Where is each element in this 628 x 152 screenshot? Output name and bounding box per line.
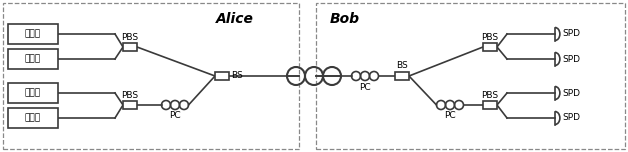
Text: 激光器: 激光器 <box>25 29 41 38</box>
Text: PBS: PBS <box>121 90 139 100</box>
Bar <box>483 43 497 51</box>
Bar <box>3 3 299 149</box>
Bar <box>8 83 58 103</box>
Text: BS: BS <box>231 71 243 81</box>
Text: PC: PC <box>359 83 371 92</box>
Bar <box>483 101 497 109</box>
Text: PC: PC <box>169 112 181 121</box>
Text: SPD: SPD <box>562 29 580 38</box>
Bar <box>316 3 625 149</box>
Text: SPD: SPD <box>562 114 580 123</box>
Text: Alice: Alice <box>216 12 254 26</box>
Bar <box>123 43 137 51</box>
Text: BS: BS <box>396 62 408 71</box>
Text: SPD: SPD <box>562 88 580 97</box>
Bar <box>8 24 58 44</box>
Text: SPD: SPD <box>562 55 580 64</box>
Text: PBS: PBS <box>482 90 499 100</box>
Bar <box>395 72 409 80</box>
Text: 激光器: 激光器 <box>25 114 41 123</box>
Text: 激光器: 激光器 <box>25 55 41 64</box>
Text: Bob: Bob <box>330 12 360 26</box>
Text: PBS: PBS <box>121 33 139 41</box>
Text: 激光器: 激光器 <box>25 88 41 97</box>
Bar <box>215 72 229 80</box>
Bar <box>8 49 58 69</box>
Bar <box>123 101 137 109</box>
Text: PBS: PBS <box>482 33 499 41</box>
Bar <box>8 108 58 128</box>
Text: PC: PC <box>444 112 456 121</box>
